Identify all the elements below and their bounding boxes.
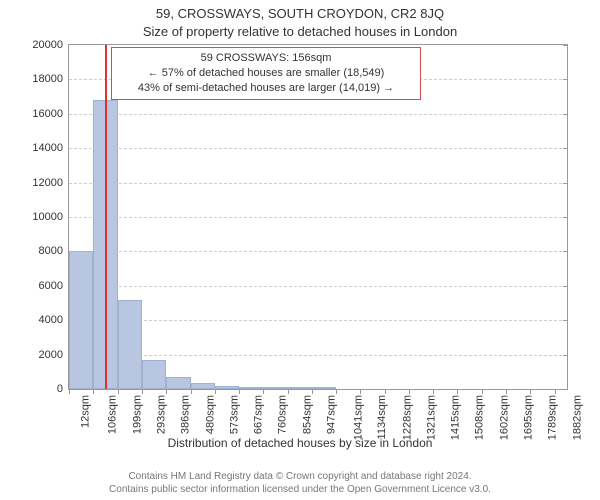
plot-area: 59 CROSSWAYS: 156sqm ← 57% of detached h… xyxy=(68,44,568,390)
x-tick-mark xyxy=(336,389,337,394)
histogram-bar xyxy=(239,387,263,389)
y-tick-mark xyxy=(563,217,568,218)
x-tick-mark xyxy=(69,389,70,394)
x-tick-mark xyxy=(288,389,289,394)
x-tick-mark xyxy=(409,389,410,394)
x-tick-label: 293sqm xyxy=(156,395,168,434)
x-tick-mark xyxy=(312,389,313,394)
x-tick-mark xyxy=(142,389,143,394)
y-tick-mark xyxy=(563,320,568,321)
x-tick-mark xyxy=(433,389,434,394)
x-tick-label: 106sqm xyxy=(107,395,119,434)
y-tick-label: 6000 xyxy=(19,280,69,292)
x-tick-label: 667sqm xyxy=(253,395,265,434)
y-tick-label: 18000 xyxy=(19,73,69,85)
chart-container: 59, CROSSWAYS, SOUTH CROYDON, CR2 8JQ Si… xyxy=(0,0,600,500)
x-tick-label: 1321sqm xyxy=(426,395,438,440)
histogram-bar xyxy=(166,377,190,389)
histogram-bar xyxy=(118,300,142,389)
y-tick-mark xyxy=(563,389,568,390)
x-tick-label: 947sqm xyxy=(325,395,337,434)
x-tick-label: 760sqm xyxy=(277,395,289,434)
histogram-bar xyxy=(191,383,215,389)
chart-title-sub: Size of property relative to detached ho… xyxy=(0,24,600,39)
x-tick-mark xyxy=(385,389,386,394)
gridline xyxy=(69,355,567,356)
footer-line2: Contains public sector information licen… xyxy=(0,483,600,496)
y-tick-label: 0 xyxy=(19,383,69,395)
y-tick-mark xyxy=(563,114,568,115)
y-tick-mark xyxy=(563,286,568,287)
y-tick-label: 20000 xyxy=(19,39,69,51)
histogram-bar xyxy=(312,387,336,389)
gridline xyxy=(69,286,567,287)
property-marker-line xyxy=(105,45,107,389)
x-tick-label: 1415sqm xyxy=(450,395,462,440)
x-tick-mark xyxy=(360,389,361,394)
histogram-bar xyxy=(215,386,239,389)
x-tick-label: 1228sqm xyxy=(401,395,413,440)
y-tick-label: 2000 xyxy=(19,349,69,361)
x-tick-label: 480sqm xyxy=(204,395,216,434)
x-tick-label: 854sqm xyxy=(301,395,313,434)
x-tick-mark xyxy=(166,389,167,394)
x-tick-mark xyxy=(457,389,458,394)
y-tick-label: 10000 xyxy=(19,211,69,223)
annotation-line1: 59 CROSSWAYS: 156sqm xyxy=(118,51,414,66)
x-tick-label: 1789sqm xyxy=(547,395,559,440)
x-tick-mark xyxy=(118,389,119,394)
annotation-line3: 43% of semi-detached houses are larger (… xyxy=(118,81,414,96)
chart-title-main: 59, CROSSWAYS, SOUTH CROYDON, CR2 8JQ xyxy=(0,6,600,21)
gridline xyxy=(69,183,567,184)
histogram-bar xyxy=(142,360,166,389)
y-tick-mark xyxy=(563,148,568,149)
x-tick-mark xyxy=(530,389,531,394)
annotation-line2: ← 57% of detached houses are smaller (18… xyxy=(118,66,414,81)
annotation-box: 59 CROSSWAYS: 156sqm ← 57% of detached h… xyxy=(111,47,421,100)
x-tick-label: 199sqm xyxy=(131,395,143,434)
histogram-bar xyxy=(69,251,93,389)
x-tick-label: 1508sqm xyxy=(474,395,486,440)
x-tick-label: 12sqm xyxy=(80,395,92,428)
x-tick-label: 1602sqm xyxy=(498,395,510,440)
x-tick-mark xyxy=(555,389,556,394)
x-tick-mark xyxy=(215,389,216,394)
x-axis-label: Distribution of detached houses by size … xyxy=(0,436,600,450)
y-tick-label: 8000 xyxy=(19,245,69,257)
gridline xyxy=(69,217,567,218)
gridline xyxy=(69,114,567,115)
y-tick-mark xyxy=(563,45,568,46)
y-tick-mark xyxy=(563,251,568,252)
y-tick-label: 4000 xyxy=(19,314,69,326)
x-tick-mark xyxy=(239,389,240,394)
x-tick-label: 386sqm xyxy=(180,395,192,434)
y-tick-label: 14000 xyxy=(19,142,69,154)
gridline xyxy=(69,148,567,149)
x-tick-label: 1882sqm xyxy=(571,395,583,440)
x-tick-label: 573sqm xyxy=(228,395,240,434)
x-tick-label: 1134sqm xyxy=(377,395,389,439)
gridline xyxy=(69,320,567,321)
y-tick-mark xyxy=(563,183,568,184)
y-tick-label: 16000 xyxy=(19,108,69,120)
footer-line1: Contains HM Land Registry data © Crown c… xyxy=(0,470,600,483)
y-tick-mark xyxy=(563,355,568,356)
x-tick-mark xyxy=(93,389,94,394)
y-tick-mark xyxy=(563,79,568,80)
histogram-bar xyxy=(263,387,287,389)
x-tick-mark xyxy=(191,389,192,394)
y-tick-label: 12000 xyxy=(19,177,69,189)
x-tick-label: 1695sqm xyxy=(523,395,535,440)
x-tick-label: 1041sqm xyxy=(353,395,365,440)
x-tick-mark xyxy=(263,389,264,394)
x-tick-mark xyxy=(482,389,483,394)
histogram-bar xyxy=(288,387,312,389)
x-tick-mark xyxy=(506,389,507,394)
gridline xyxy=(69,251,567,252)
footer: Contains HM Land Registry data © Crown c… xyxy=(0,470,600,496)
